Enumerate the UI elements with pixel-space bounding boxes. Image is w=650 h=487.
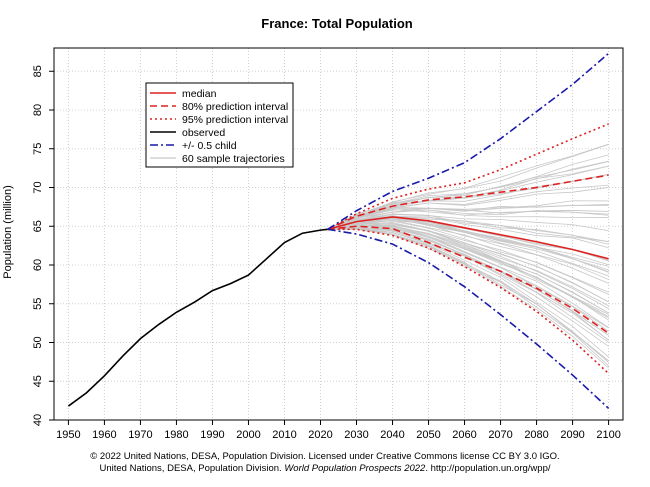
chart-title: France: Total Population bbox=[261, 16, 412, 31]
legend-label: 95% prediction interval bbox=[182, 114, 288, 126]
x-tick-label: 1950 bbox=[56, 429, 80, 441]
legend-label: +/- 0.5 child bbox=[182, 140, 237, 152]
sample-trajectory bbox=[327, 225, 609, 329]
sample-trajectory bbox=[327, 204, 609, 230]
y-tick-label: 70 bbox=[32, 181, 44, 193]
legend-label: observed bbox=[182, 127, 225, 139]
x-tick-label: 1970 bbox=[128, 429, 152, 441]
x-tick-label: 2020 bbox=[308, 429, 332, 441]
x-tick-label: 2050 bbox=[416, 429, 440, 441]
sample-trajectory bbox=[327, 227, 609, 347]
sample-trajectory bbox=[327, 143, 609, 230]
y-tick-label: 65 bbox=[32, 220, 44, 232]
y-tick-label: 75 bbox=[32, 143, 44, 155]
y-tick-label: 45 bbox=[32, 375, 44, 387]
legend-label: 60 sample trajectories bbox=[182, 153, 285, 165]
series-80-upper bbox=[327, 174, 609, 231]
x-tick-label: 2010 bbox=[272, 429, 296, 441]
footer-publication: World Population Prospects 2022 bbox=[284, 463, 426, 474]
legend-box bbox=[145, 82, 294, 168]
series-80-lower bbox=[327, 225, 610, 334]
sample-trajectory bbox=[327, 226, 609, 336]
x-tick-label: 1980 bbox=[164, 429, 188, 441]
series-95-lower bbox=[327, 228, 610, 375]
y-tick-label: 55 bbox=[32, 298, 44, 310]
sample-trajectory bbox=[327, 214, 609, 232]
sample-trajectory bbox=[327, 208, 609, 230]
sample-trajectory bbox=[327, 228, 609, 358]
y-tick-label: 80 bbox=[32, 104, 44, 116]
series--0-5-child bbox=[327, 228, 610, 409]
sample-trajectory bbox=[327, 215, 609, 242]
sample-trajectory bbox=[327, 220, 609, 293]
sample-trajectory bbox=[327, 144, 609, 230]
footer-source: United Nations, DESA, Population Divisio… bbox=[99, 463, 285, 474]
x-tick-label: 2000 bbox=[236, 429, 260, 441]
x-tick-label: 2040 bbox=[380, 429, 404, 441]
series-median bbox=[327, 216, 609, 260]
y-tick-label: 85 bbox=[32, 65, 44, 77]
y-axis-label: Population (million) bbox=[2, 185, 14, 279]
y-tick-label: 60 bbox=[32, 259, 44, 271]
sample-trajectory bbox=[327, 225, 609, 341]
y-tick-label: 50 bbox=[32, 336, 44, 348]
y-tick-label: 40 bbox=[32, 414, 44, 426]
x-tick-label: 1960 bbox=[92, 429, 116, 441]
sample-trajectory bbox=[327, 224, 609, 321]
x-tick-label: 2080 bbox=[524, 429, 548, 441]
x-tick-label: 2060 bbox=[452, 429, 476, 441]
x-tick-label: 2100 bbox=[596, 429, 620, 441]
legend-label: median bbox=[182, 88, 217, 100]
x-tick-label: 2090 bbox=[560, 429, 584, 441]
sample-trajectory bbox=[327, 187, 609, 230]
sample-trajectory bbox=[327, 222, 609, 295]
x-tick-label: 2070 bbox=[488, 429, 512, 441]
series-lines bbox=[67, 52, 610, 409]
footer-line-2: United Nations, DESA, Population Divisio… bbox=[0, 463, 650, 474]
sample-trajectory bbox=[327, 213, 609, 245]
sample-trajectory bbox=[327, 224, 609, 315]
footer-line-1: © 2022 United Nations, DESA, Population … bbox=[90, 451, 560, 462]
plot-frame bbox=[53, 47, 624, 421]
legend-label: 80% prediction interval bbox=[182, 101, 288, 113]
x-tick-label: 1990 bbox=[200, 429, 224, 441]
footer-url: . http://population.un.org/wpp/ bbox=[425, 463, 551, 474]
series-95-upper bbox=[327, 123, 609, 231]
sample-trajectories bbox=[327, 143, 609, 369]
axes: 1950 1960 1970 1980 1990 2000 2010 2020 2030 2040… bbox=[32, 65, 621, 441]
grid bbox=[54, 48, 623, 421]
series-observed bbox=[67, 228, 328, 407]
sample-trajectory bbox=[327, 227, 609, 363]
x-tick-label: 2030 bbox=[344, 429, 368, 441]
